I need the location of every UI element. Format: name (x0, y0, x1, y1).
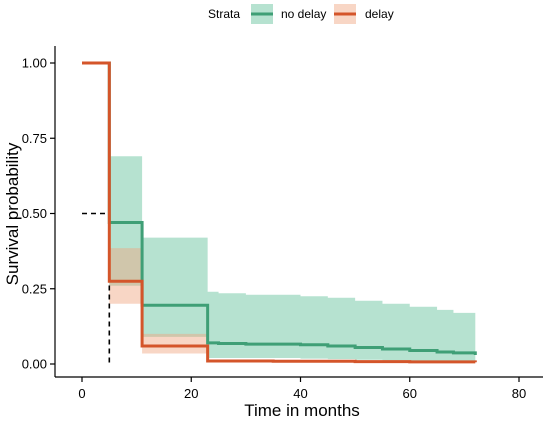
legend-title: Strata (208, 7, 240, 21)
x-tick-label: 80 (512, 386, 526, 401)
legend-item-delay: delay (334, 4, 394, 24)
legend-label-delay: delay (365, 7, 394, 21)
y-tick-label: 1.00 (22, 56, 47, 71)
x-axis-title: Time in months (244, 401, 360, 420)
median-reference-lines (82, 212, 111, 364)
y-axis-ticks: 0.00 0.25 0.50 0.75 1.00 (22, 56, 55, 372)
x-tick-label: 0 (78, 386, 85, 401)
ci-band-no-delay (82, 63, 476, 362)
confidence-bands (82, 63, 476, 363)
legend-label-no-delay: no delay (281, 7, 326, 21)
y-tick-label: 0.50 (22, 206, 47, 221)
x-axis-ticks: 0 20 40 60 80 (78, 377, 526, 401)
survival-curve-delay (82, 61, 477, 364)
y-axis-title: Survival probability (3, 142, 22, 285)
x-tick-label: 40 (293, 386, 307, 401)
x-tick-label: 60 (403, 386, 417, 401)
y-tick-label: 0.25 (22, 281, 47, 296)
legend-item-no-delay: no delay (251, 4, 326, 24)
x-tick-label: 20 (184, 386, 198, 401)
y-tick-label: 0.00 (22, 357, 47, 372)
survival-curve-no-delay (82, 61, 477, 355)
survival-curves (82, 61, 477, 364)
legend: Strata no delay delay (208, 4, 394, 24)
y-tick-label: 0.75 (22, 131, 47, 146)
